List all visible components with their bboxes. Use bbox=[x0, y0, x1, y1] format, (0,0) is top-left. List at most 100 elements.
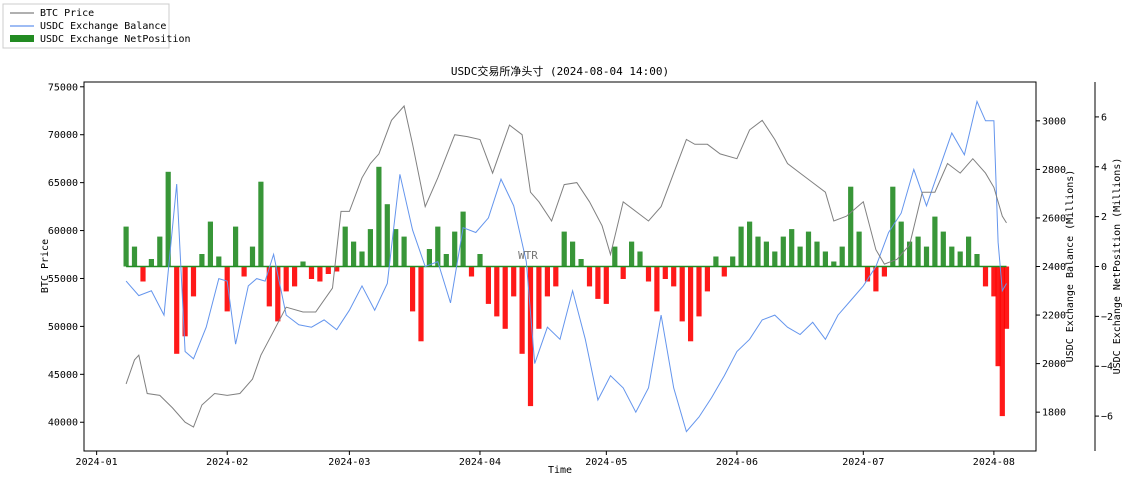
netposition-bar bbox=[477, 254, 483, 267]
netposition-bar bbox=[308, 266, 315, 279]
netposition-bar bbox=[249, 246, 256, 267]
netposition-bar bbox=[527, 266, 534, 407]
netposition-bar bbox=[595, 266, 601, 299]
y-left-tick-label: 65000 bbox=[48, 178, 78, 189]
y-right-balance-tick-label: 2400 bbox=[1042, 262, 1066, 273]
netposition-bar bbox=[907, 241, 913, 267]
y-right-netposition-tick-label: 4 bbox=[1101, 162, 1107, 173]
netposition-bar bbox=[485, 266, 491, 304]
y-right-balance-tick-label: 2600 bbox=[1042, 213, 1066, 224]
netposition-bar bbox=[283, 266, 289, 292]
netposition-bar bbox=[258, 181, 264, 267]
netposition-bar bbox=[881, 266, 887, 277]
netposition-bar bbox=[443, 254, 449, 267]
chart-title: USDC交易所净头寸 (2024-08-04 14:00) bbox=[451, 64, 669, 78]
netposition-bar bbox=[536, 266, 542, 329]
netposition-bar bbox=[713, 256, 719, 267]
netposition-bar bbox=[612, 246, 618, 267]
netposition-bar bbox=[848, 186, 854, 267]
netposition-bar bbox=[645, 266, 652, 282]
x-tick-label: 2024-01 bbox=[76, 457, 118, 468]
x-tick-label: 2024-07 bbox=[842, 457, 884, 468]
netposition-bar bbox=[671, 266, 677, 287]
y-right-balance-tick-label: 3000 bbox=[1042, 116, 1066, 127]
netposition-bar bbox=[586, 266, 593, 287]
x-tick-label: 2024-03 bbox=[328, 457, 370, 468]
netposition-bar bbox=[755, 236, 761, 267]
x-axis-label: Time bbox=[548, 465, 572, 476]
netposition-bar bbox=[730, 256, 736, 267]
legend: BTC Price USDC Exchange Balance USDC Exc… bbox=[2, 3, 191, 49]
netposition-bar bbox=[123, 226, 129, 267]
netposition-bar bbox=[519, 266, 525, 354]
netposition-bar bbox=[351, 241, 357, 267]
netposition-bar bbox=[393, 229, 399, 267]
x-tick-label: 2024-05 bbox=[585, 457, 627, 468]
netposition-bar bbox=[831, 261, 837, 267]
netposition-bar bbox=[376, 166, 382, 267]
y-left-tick-label: 60000 bbox=[48, 226, 78, 237]
netposition-bar bbox=[940, 231, 946, 267]
netposition-bar bbox=[300, 261, 306, 267]
netposition-bar bbox=[772, 251, 778, 267]
netposition-bar bbox=[148, 259, 154, 267]
netposition-bar bbox=[292, 266, 298, 287]
netposition-bar bbox=[578, 259, 584, 267]
netposition-bar bbox=[1003, 266, 1010, 329]
netposition-bar bbox=[780, 236, 786, 267]
netposition-bar bbox=[359, 251, 365, 267]
y-left-tick-label: 45000 bbox=[48, 370, 78, 381]
netposition-bar bbox=[629, 241, 635, 267]
netposition-bar bbox=[747, 221, 753, 267]
netposition-bar bbox=[738, 226, 744, 267]
netposition-bar bbox=[923, 246, 930, 267]
netposition-bar bbox=[275, 266, 281, 322]
netposition-bars bbox=[123, 166, 1010, 417]
netposition-bar bbox=[511, 266, 517, 297]
y-right-balance-tick-label: 2200 bbox=[1042, 311, 1066, 322]
netposition-bar bbox=[982, 266, 989, 287]
usdc-balance-line bbox=[125, 99, 1007, 433]
netposition-bar bbox=[426, 249, 432, 267]
netposition-bar bbox=[898, 221, 904, 267]
btc-price-line bbox=[125, 104, 1007, 428]
x-tick-label: 2024-06 bbox=[716, 457, 758, 468]
netposition-bar bbox=[468, 266, 475, 277]
netposition-bar bbox=[822, 251, 828, 267]
netposition-bar bbox=[873, 266, 879, 292]
netposition-bar bbox=[334, 266, 340, 272]
y-right-balance-tick-label: 2000 bbox=[1042, 359, 1066, 370]
netposition-bar bbox=[165, 171, 171, 267]
netposition-bar bbox=[620, 266, 626, 279]
netposition-bar bbox=[763, 241, 769, 267]
netposition-bar bbox=[932, 216, 938, 267]
x-tick-label: 2024-08 bbox=[973, 457, 1015, 468]
y-right-netposition-tick-label: −2 bbox=[1101, 312, 1113, 323]
netposition-bar bbox=[182, 266, 188, 337]
netposition-bar bbox=[999, 266, 1005, 417]
netposition-bar bbox=[991, 266, 997, 297]
y-left-tick-label: 40000 bbox=[48, 418, 78, 429]
netposition-bar bbox=[174, 266, 180, 354]
y-axis-left-label: BTC Price bbox=[40, 239, 51, 293]
netposition-bar bbox=[570, 241, 576, 267]
x-tick-label: 2024-02 bbox=[206, 457, 248, 468]
netposition-bar bbox=[662, 266, 668, 279]
netposition-bar bbox=[418, 266, 424, 342]
y-axis-right-netposition-label: USDC Exchange NetPosition (Millions) bbox=[1112, 158, 1123, 375]
netposition-bar bbox=[966, 236, 972, 267]
netposition-bar bbox=[367, 229, 373, 267]
netposition-bar bbox=[603, 266, 609, 304]
legend-label-usdc-balance: USDC Exchange Balance bbox=[40, 21, 166, 32]
x-axis: 2024-01 2024-02 2024-03 2024-04 2024-05 2024-… bbox=[76, 451, 1015, 468]
netposition-bar bbox=[216, 256, 222, 267]
netposition-bar bbox=[553, 266, 559, 287]
netposition-bar bbox=[157, 236, 163, 267]
netposition-bar bbox=[266, 266, 272, 307]
y-right-netposition-tick-label: 2 bbox=[1101, 212, 1107, 223]
legend-label-btc-price: BTC Price bbox=[40, 8, 94, 19]
y-left-tick-label: 55000 bbox=[48, 274, 78, 285]
netposition-bar bbox=[721, 266, 727, 277]
netposition-bar bbox=[864, 266, 871, 282]
netposition-bar bbox=[502, 266, 508, 329]
